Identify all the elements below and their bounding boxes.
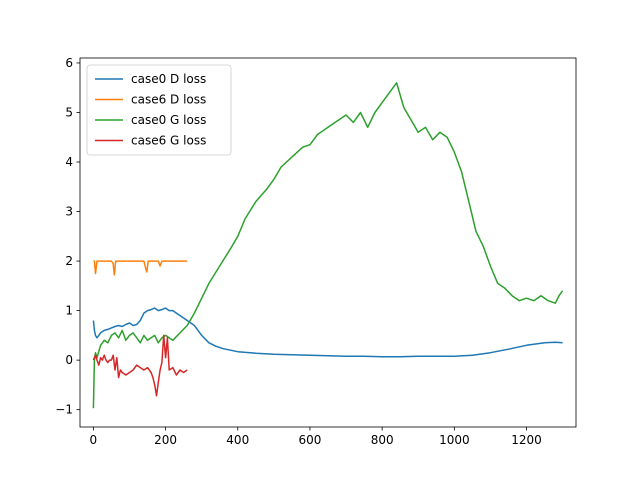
legend-label: case0 D loss — [131, 72, 206, 86]
y-tick-label: 1 — [65, 304, 73, 318]
x-tick-label: 600 — [298, 433, 321, 447]
y-tick-label: 5 — [65, 105, 73, 119]
x-tick-label: 800 — [371, 433, 394, 447]
x-tick-label: 400 — [226, 433, 249, 447]
plot-frame — [79, 57, 577, 428]
series-line-case6-g-loss — [92, 334, 188, 397]
y-axis-ticks: −1 0 1 2 3 4 5 6 — [55, 56, 80, 417]
series-line-case6-d-loss — [93, 260, 188, 276]
plot-lines — [92, 82, 564, 409]
y-tick-label: 0 — [65, 353, 73, 367]
y-tick-label: 2 — [65, 254, 73, 268]
legend-label: case6 G loss — [131, 134, 206, 148]
series-line-case0-d-loss — [92, 307, 563, 358]
series-line-case0-g-loss — [92, 82, 564, 409]
x-tick-label: 0 — [90, 433, 98, 447]
x-tick-label: 1000 — [439, 433, 470, 447]
legend-label: case0 G loss — [131, 113, 206, 127]
legend-box — [86, 64, 232, 156]
legend-label: case6 D loss — [131, 93, 206, 107]
x-tick-label: 200 — [154, 433, 177, 447]
x-tick-label: 1200 — [511, 433, 542, 447]
y-tick-label: 3 — [65, 205, 73, 219]
legend: case0 D loss case6 D loss case0 G loss case… — [86, 64, 232, 156]
y-tick-label: 6 — [65, 56, 73, 70]
y-tick-label: −1 — [55, 403, 73, 417]
y-tick-label: 4 — [65, 155, 73, 169]
x-axis-ticks: 0 200 400 600 800 1000 1200 — [90, 427, 542, 447]
